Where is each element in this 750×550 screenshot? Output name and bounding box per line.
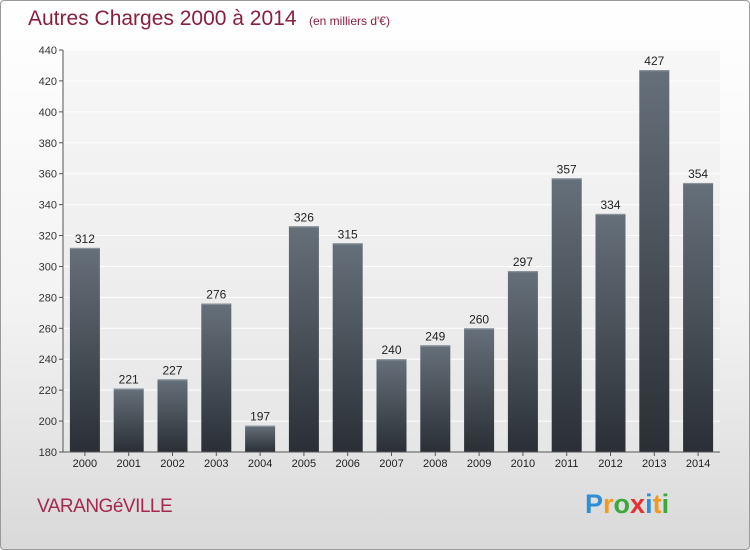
bar bbox=[245, 425, 276, 452]
commune-name: VARANGéVILLE bbox=[37, 496, 173, 517]
data-label: 427 bbox=[644, 54, 664, 68]
bar-highlight bbox=[683, 182, 714, 185]
bar-highlight bbox=[288, 226, 319, 228]
bar-highlight bbox=[201, 303, 232, 305]
x-tick-label: 2013 bbox=[642, 458, 666, 470]
y-tick-label: 420 bbox=[39, 76, 57, 88]
y-tick-label: 220 bbox=[39, 385, 57, 397]
x-tick-label: 2000 bbox=[73, 458, 97, 470]
bar bbox=[201, 303, 232, 452]
x-tick-label: 2005 bbox=[292, 458, 316, 470]
bar bbox=[551, 178, 582, 453]
bar-highlight bbox=[69, 247, 100, 250]
logo-letter: P bbox=[585, 489, 604, 519]
x-tick-label: 2003 bbox=[204, 458, 228, 470]
logo-letter: i bbox=[661, 489, 670, 519]
y-tick-label: 400 bbox=[39, 107, 57, 119]
y-tick-label: 280 bbox=[39, 292, 57, 304]
bar-highlight bbox=[376, 359, 407, 361]
data-label: 221 bbox=[119, 373, 139, 387]
y-tick-label: 320 bbox=[39, 231, 57, 243]
y-tick-label: 340 bbox=[39, 200, 57, 212]
x-tick-label: 2011 bbox=[555, 458, 579, 470]
x-tick-label: 2010 bbox=[511, 458, 535, 470]
bar-highlight bbox=[639, 70, 670, 72]
logo-letter: x bbox=[630, 489, 646, 519]
x-tick-label: 2012 bbox=[598, 458, 622, 470]
y-tick-label: 240 bbox=[39, 354, 57, 366]
data-label: 276 bbox=[206, 288, 226, 302]
bar bbox=[69, 247, 100, 452]
y-tick-label: 300 bbox=[39, 261, 57, 273]
bar-highlight bbox=[507, 271, 538, 273]
bar-highlight bbox=[595, 213, 626, 216]
bar bbox=[376, 359, 407, 452]
data-label: 315 bbox=[338, 227, 358, 241]
data-label: 357 bbox=[557, 162, 577, 176]
data-label: 354 bbox=[688, 167, 708, 181]
y-tick-label: 200 bbox=[39, 416, 57, 428]
bar-highlight bbox=[464, 328, 495, 330]
bar bbox=[113, 388, 144, 452]
data-label: 334 bbox=[600, 198, 620, 212]
proxiti-logo: Proxiti bbox=[585, 489, 669, 520]
data-label: 240 bbox=[381, 343, 401, 357]
bar-highlight bbox=[157, 379, 188, 381]
bar bbox=[288, 226, 319, 452]
bar-highlight bbox=[113, 388, 144, 390]
data-label: 312 bbox=[75, 232, 95, 246]
x-tick-label: 2008 bbox=[423, 458, 447, 470]
chart-header: Autres Charges 2000 à 2014 (en milliers … bbox=[28, 7, 390, 31]
bar bbox=[464, 328, 495, 452]
chart-subtitle: (en milliers d'€) bbox=[308, 14, 390, 28]
bar-highlight bbox=[551, 178, 582, 180]
bar-highlight bbox=[332, 243, 363, 245]
logo-letter: t bbox=[652, 489, 662, 519]
bar-highlight bbox=[420, 345, 451, 347]
y-tick-label: 380 bbox=[39, 138, 57, 150]
bar bbox=[507, 271, 538, 452]
bar-highlight bbox=[245, 425, 276, 427]
bar bbox=[332, 243, 363, 452]
data-label: 326 bbox=[294, 210, 314, 224]
bar bbox=[157, 379, 188, 452]
x-tick-label: 2004 bbox=[248, 458, 272, 470]
x-tick-label: 2001 bbox=[116, 458, 140, 470]
y-tick-label: 360 bbox=[39, 169, 57, 181]
x-tick-label: 2009 bbox=[467, 458, 491, 470]
data-label: 260 bbox=[469, 312, 489, 326]
x-tick-label: 2006 bbox=[335, 458, 359, 470]
bar bbox=[683, 182, 714, 452]
x-tick-label: 2014 bbox=[686, 458, 710, 470]
data-label: 227 bbox=[162, 363, 182, 377]
bar bbox=[420, 345, 451, 452]
logo-letter: r bbox=[603, 489, 614, 519]
bar bbox=[639, 70, 670, 452]
logo-letter: i bbox=[645, 489, 653, 519]
data-label: 197 bbox=[250, 410, 270, 424]
x-tick-label: 2002 bbox=[160, 458, 184, 470]
data-label: 297 bbox=[513, 255, 533, 269]
x-tick-label: 2007 bbox=[379, 458, 403, 470]
bar bbox=[595, 213, 626, 452]
y-tick-label: 260 bbox=[39, 323, 57, 335]
logo-letter: o bbox=[613, 489, 631, 519]
y-tick-label: 180 bbox=[39, 447, 57, 459]
data-label: 249 bbox=[425, 329, 445, 343]
y-tick-label: 440 bbox=[39, 45, 57, 57]
chart-title: Autres Charges 2000 à 2014 bbox=[28, 7, 297, 30]
